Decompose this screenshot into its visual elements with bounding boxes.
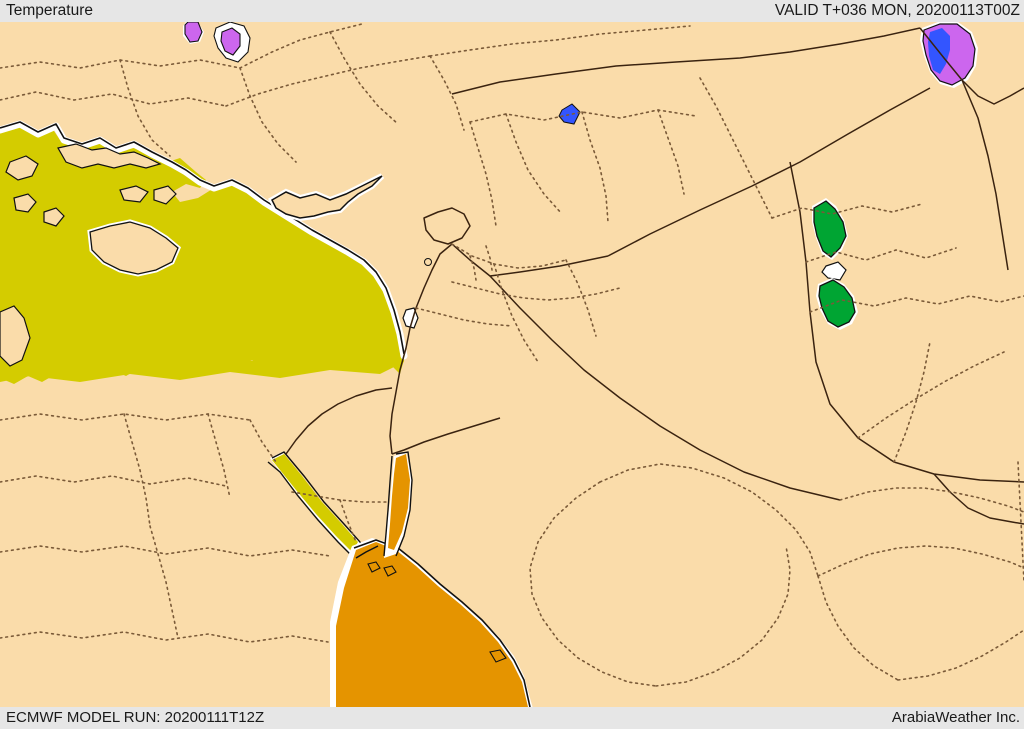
header-bar: Temperature VALID T+036 MON, 20200113T00… [0,0,1024,22]
iraq-lakes-green-band [812,198,858,330]
anatolia-lakes-violet [183,22,251,63]
valid-time-label: VALID T+036 MON, 20200113T00Z [774,2,1020,19]
syria-lake [558,103,581,125]
gulf-of-aqaba-band [383,451,413,558]
cyprus-island [268,173,385,222]
provider-credit-label: ArabiaWeather Inc. [891,709,1020,726]
page-title: Temperature [6,2,94,19]
gulf-of-suez-band [267,451,368,560]
map-canvas[interactable] [0,22,1024,707]
sinai-coastline [355,545,379,559]
mediterranean-water-band [0,126,404,384]
temperature-map-svg[interactable] [0,22,1024,707]
country-borders [285,27,1024,525]
sea-of-galilee [424,258,432,266]
aegean-islands [0,143,182,367]
model-run-label: ECMWF MODEL RUN: 20200111T12Z [6,709,265,726]
red-sea-band [330,538,533,707]
admin-boundaries [0,23,1024,687]
coast-halo-mediterranean [0,120,408,360]
footer-bar: ECMWF MODEL RUN: 20200111T12Z ArabiaWeat… [0,707,1024,729]
coastline-anatolia-levant [0,121,405,355]
